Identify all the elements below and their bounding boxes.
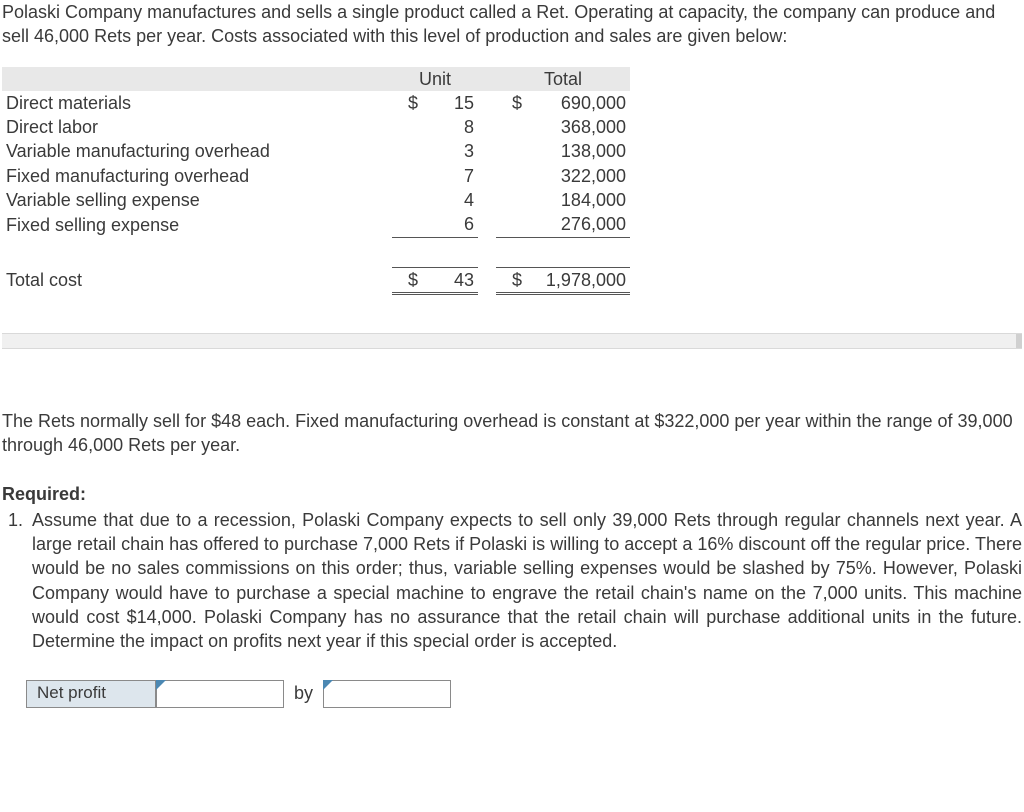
table-row: Fixed selling expense 6 276,000 [2,212,630,237]
horizontal-scrollbar[interactable] [2,333,1022,349]
col-header-total: Total [496,67,630,91]
row-total: 322,000 [524,164,630,188]
flag-icon [323,680,333,690]
mid-paragraph: The Rets normally sell for $48 each. Fix… [0,409,1024,482]
cost-table: Unit Total Direct materials $ 15 $ 690,0… [2,67,630,295]
table-row: Direct materials $ 15 $ 690,000 [2,91,630,115]
currency-symbol: $ [392,267,420,293]
currency-symbol: $ [392,91,420,115]
total-total: 1,978,000 [524,267,630,293]
row-unit: 6 [420,212,478,237]
table-header-row: Unit Total [2,67,630,91]
answer-direction-input[interactable] [156,680,284,708]
row-total: 276,000 [524,212,630,237]
flag-icon [156,680,166,690]
table-row: Fixed manufacturing overhead 7 322,000 [2,164,630,188]
row-total: 184,000 [524,188,630,212]
col-header-unit: Unit [392,67,478,91]
intro-paragraph: Polaski Company manufactures and sells a… [0,0,1024,67]
row-total: 690,000 [524,91,630,115]
answer-by-label: by [284,680,323,708]
row-label: Fixed manufacturing overhead [2,164,392,188]
table-total-row: Total cost $ 43 $ 1,978,000 [2,267,630,293]
row-unit: 7 [420,164,478,188]
total-unit: 43 [420,267,478,293]
row-label: Variable manufacturing overhead [2,139,392,163]
row-label: Direct materials [2,91,392,115]
row-unit: 15 [420,91,478,115]
answer-input-row: Net profit by [26,680,1024,708]
row-total: 138,000 [524,139,630,163]
required-heading: Required: [0,482,1024,508]
requirement-item: Assume that due to a recession, Polaski … [28,508,1022,654]
table-row: Variable manufacturing overhead 3 138,00… [2,139,630,163]
answer-label: Net profit [26,680,156,708]
row-total: 368,000 [524,115,630,139]
table-row: Variable selling expense 4 184,000 [2,188,630,212]
total-label: Total cost [2,267,392,293]
row-label: Variable selling expense [2,188,392,212]
currency-symbol: $ [496,91,524,115]
answer-amount-input[interactable] [323,680,451,708]
row-unit: 3 [420,139,478,163]
row-unit: 8 [420,115,478,139]
table-row: Direct labor 8 368,000 [2,115,630,139]
row-label: Fixed selling expense [2,212,392,237]
requirements-list: Assume that due to a recession, Polaski … [0,508,1024,654]
row-label: Direct labor [2,115,392,139]
currency-symbol: $ [496,267,524,293]
row-unit: 4 [420,188,478,212]
